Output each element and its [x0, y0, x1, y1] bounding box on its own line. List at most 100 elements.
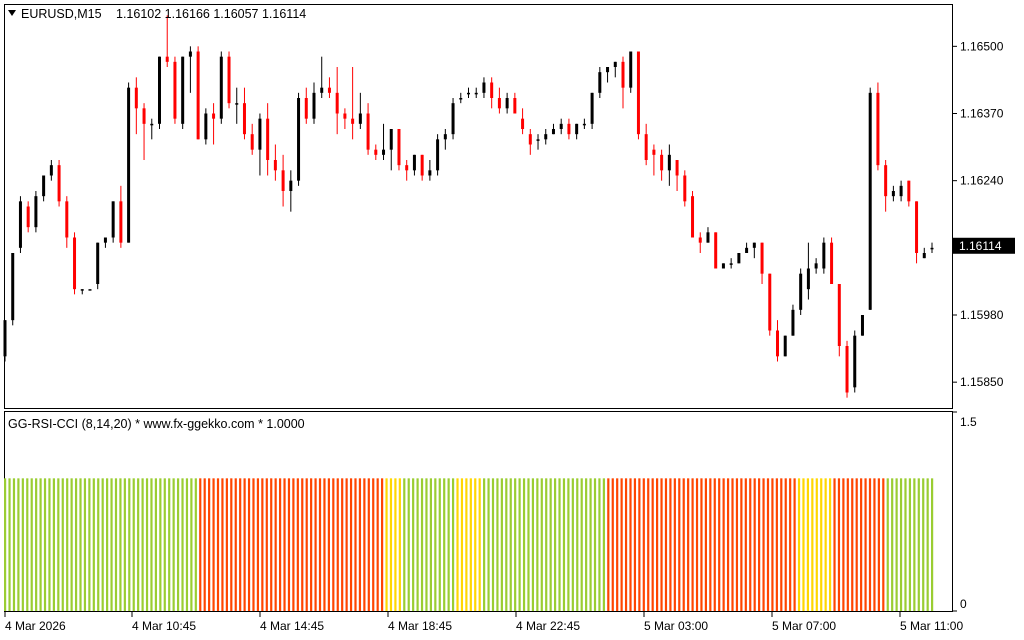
candle-body	[830, 242, 834, 284]
candle-body	[397, 129, 401, 166]
time-tick-label: 4 Mar 10:45	[132, 619, 196, 633]
histogram-bar	[846, 478, 849, 611]
histogram-bar	[70, 478, 73, 611]
histogram-bar	[398, 478, 401, 611]
histogram-bar	[12, 478, 16, 611]
candle-body	[420, 154, 424, 176]
candle-body	[289, 180, 293, 191]
candle-body	[683, 175, 687, 202]
histogram-bar	[172, 478, 175, 611]
histogram-bar	[598, 478, 601, 611]
candle-body	[644, 134, 648, 160]
candle-body	[853, 335, 857, 388]
histogram-bar	[358, 478, 362, 611]
histogram-bar	[123, 478, 126, 611]
candle-body	[845, 346, 849, 393]
histogram-bar	[425, 478, 428, 611]
histogram-bar	[341, 478, 344, 611]
histogram-bar	[429, 478, 432, 611]
histogram-bar	[332, 478, 335, 611]
time-axis: 4 Mar 2026 4 Mar 10:45 4 Mar 14:45 4 Mar 18…	[4, 612, 963, 633]
candle-body	[219, 56, 223, 119]
histogram-bar	[270, 478, 273, 611]
histogram-bar	[190, 478, 193, 611]
indicator-tick-label: 1.5	[960, 415, 977, 429]
time-tick-label: 4 Mar 2026	[5, 619, 66, 633]
histogram-bar	[278, 478, 282, 611]
histogram-bar	[274, 478, 277, 611]
histogram-bar	[567, 478, 570, 611]
candle-body	[551, 129, 555, 135]
candle-body	[459, 98, 463, 100]
candle-body	[667, 154, 671, 171]
histogram-bar	[562, 478, 566, 611]
histogram-bar	[478, 478, 481, 611]
histogram-bar	[92, 478, 95, 611]
candle-body	[474, 92, 478, 95]
histogram-bar	[678, 478, 681, 611]
histogram-bar	[97, 478, 100, 611]
price-tick-label: 1.16500	[960, 39, 1004, 53]
histogram-bar	[904, 478, 907, 611]
histogram-bar	[647, 478, 650, 611]
price-panel[interactable]	[4, 4, 953, 409]
histogram-bar	[176, 478, 180, 611]
histogram-bar	[491, 478, 495, 611]
histogram-group	[4, 478, 934, 611]
histogram-bar	[225, 478, 228, 611]
candle-body	[273, 160, 277, 171]
candle-body	[258, 118, 262, 150]
candle-body	[482, 82, 486, 93]
candle-body	[590, 92, 594, 124]
histogram-bar	[638, 478, 641, 611]
histogram-bar	[194, 478, 197, 611]
histogram-bar	[287, 478, 291, 611]
histogram-bar	[731, 478, 734, 611]
candle-body	[922, 253, 926, 259]
histogram-bar	[656, 478, 659, 611]
histogram-bar	[882, 478, 885, 611]
histogram-bar	[784, 478, 787, 611]
histogram-bar	[922, 478, 925, 611]
histogram-bar	[110, 478, 113, 611]
price-axis: 1.16500 1.16370 1.16240 1.15980 1.15850 1.161…	[952, 39, 1015, 389]
histogram-bar	[203, 478, 206, 611]
histogram-bar	[664, 478, 668, 611]
histogram-bar	[651, 478, 654, 611]
histogram-bar	[917, 478, 920, 611]
candle-body	[382, 149, 386, 155]
histogram-bar	[828, 478, 832, 611]
histogram-bar	[17, 478, 20, 611]
histogram-bar	[913, 478, 916, 611]
histogram-bar	[57, 478, 60, 611]
histogram-bar	[376, 478, 379, 611]
candle-body	[760, 242, 764, 274]
histogram-bar	[128, 478, 131, 611]
candle-body	[412, 154, 416, 171]
dropdown-arrow-icon[interactable]	[8, 10, 16, 16]
candle-body	[374, 149, 378, 155]
histogram-bar	[611, 478, 614, 611]
candle-body	[467, 92, 470, 95]
histogram-bar	[487, 478, 490, 611]
histogram-bar	[438, 478, 441, 611]
candle-body	[11, 253, 15, 321]
histogram-bar	[722, 478, 725, 611]
histogram-bar	[318, 478, 322, 611]
histogram-bar	[354, 478, 357, 611]
histogram-bar	[673, 478, 676, 611]
histogram-bar	[327, 478, 330, 611]
candle-body	[111, 201, 115, 238]
candle-body	[613, 61, 617, 67]
histogram-bar	[296, 478, 299, 611]
candle-body	[88, 289, 92, 291]
histogram-bar	[168, 478, 171, 611]
candle-body	[691, 196, 695, 238]
histogram-bar	[558, 478, 561, 611]
histogram-bar	[633, 478, 637, 611]
histogram-bar	[758, 478, 761, 611]
candle-body	[636, 51, 640, 135]
candle-body	[745, 247, 749, 253]
candle-body	[675, 160, 679, 176]
